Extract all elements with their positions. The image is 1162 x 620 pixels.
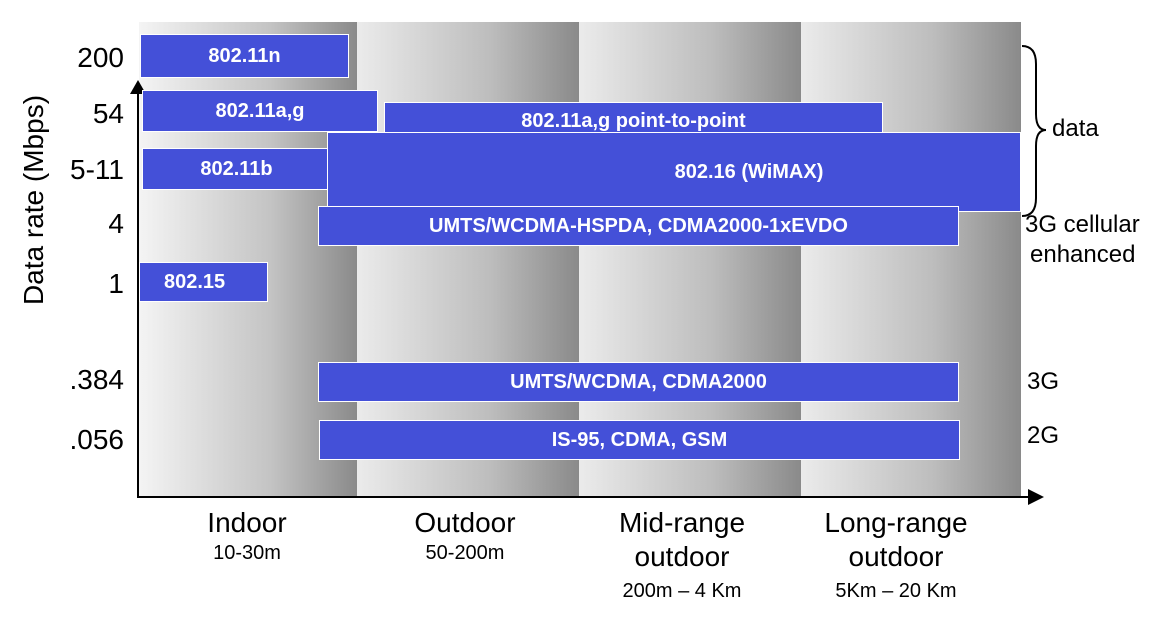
column-mid-range: [579, 22, 801, 496]
x-category-long-range: Long-range outdoor 5Km – 20 Km: [776, 506, 1016, 604]
y-tick-0384: .384: [69, 364, 125, 395]
x-category-name-line1: Mid-range: [618, 507, 746, 538]
x-category-range: 200m – 4 Km: [622, 580, 742, 602]
x-axis-line: [137, 496, 1033, 498]
bar-80211b: 802.11b: [142, 148, 331, 190]
x-category-name: Outdoor: [414, 507, 516, 538]
y-tick-54: 54: [92, 98, 124, 129]
bar-80216-wimax: 802.16 (WiMAX): [327, 132, 1021, 212]
label-data: data: [1052, 115, 1099, 142]
x-category-name-line1: Long-range: [824, 507, 968, 538]
x-category-indoor: Indoor 10-30m: [127, 506, 367, 566]
brace-icon: [1021, 45, 1047, 217]
x-category-range: 50-200m: [425, 542, 505, 564]
bar-is95: IS-95, CDMA, GSM: [319, 420, 960, 460]
y-axis-line: [137, 88, 139, 498]
column-long-range: [801, 22, 1021, 496]
label-3g-cellular-line1: 3G cellular: [1025, 211, 1140, 238]
x-category-range: 10-30m: [213, 542, 281, 564]
x-category-name: Indoor: [207, 507, 287, 538]
bar-80211n: 802.11n: [140, 34, 349, 78]
label-3g: 3G: [1027, 368, 1060, 395]
column-outdoor: [357, 22, 579, 496]
x-axis-arrow: [1028, 489, 1044, 505]
y-tick-200: 200: [77, 42, 124, 73]
y-tick-0056: .056: [69, 424, 125, 455]
x-category-name-line2: outdoor: [634, 541, 730, 572]
bar-80211ag: 802.11a,g: [142, 90, 378, 132]
label-2g: 2G: [1027, 422, 1060, 449]
y-tick-5-11: 5-11: [70, 154, 124, 185]
x-category-mid-range: Mid-range outdoor 200m – 4 Km: [562, 506, 802, 604]
x-category-outdoor: Outdoor 50-200m: [345, 506, 585, 566]
bar-80215: 802.15: [139, 262, 268, 302]
x-category-range: 5Km – 20 Km: [835, 580, 957, 602]
x-category-name-line2: outdoor: [848, 541, 944, 572]
bar-umts-wcdma: UMTS/WCDMA, CDMA2000: [318, 362, 959, 402]
y-tick-1: 1: [108, 268, 124, 299]
label-3g-cellular-line2: enhanced: [1030, 241, 1136, 268]
y-tick-4: 4: [108, 208, 124, 239]
bar-umts-hspda: UMTS/WCDMA-HSPDA, CDMA2000-1xEVDO: [318, 206, 959, 246]
